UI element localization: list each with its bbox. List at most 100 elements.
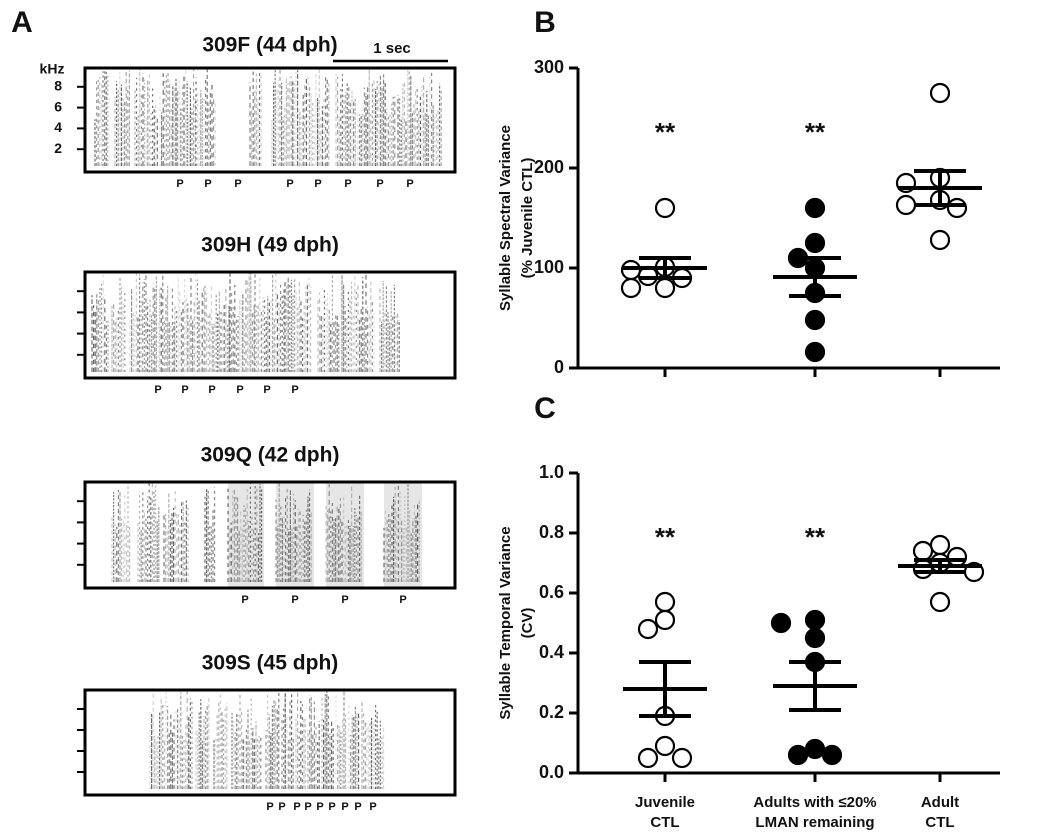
significance: ** bbox=[805, 117, 826, 147]
p-label: P bbox=[236, 384, 243, 396]
data-point bbox=[654, 735, 676, 757]
y-axis-label: (CV) bbox=[519, 608, 536, 639]
y-tick-label: 4 bbox=[54, 119, 62, 135]
p-label: P bbox=[328, 801, 335, 813]
p-label: P bbox=[208, 384, 215, 396]
x-tick-label: Adults with ≤20% bbox=[753, 794, 876, 811]
p-label: P bbox=[263, 384, 270, 396]
y-tick-label: 0.2 bbox=[539, 702, 564, 722]
y-tick-label: 0.6 bbox=[539, 582, 564, 602]
y-tick-label: 100 bbox=[534, 257, 564, 277]
data-point bbox=[946, 197, 968, 219]
p-label: P bbox=[278, 801, 285, 813]
p-label: P bbox=[376, 178, 383, 190]
p-label: P bbox=[341, 594, 348, 606]
spectrogram-title: 309H (49 dph) bbox=[201, 234, 339, 257]
significance: ** bbox=[805, 522, 826, 552]
p-label: P bbox=[406, 178, 413, 190]
spectrogram-frame bbox=[83, 480, 457, 590]
data-point bbox=[804, 609, 826, 631]
y-tick-label: 0.4 bbox=[539, 642, 564, 662]
y-axis-label: (% Juvenile CTL) bbox=[519, 158, 536, 279]
data-point bbox=[637, 618, 659, 640]
spectrogram-title: 309F (44 dph) bbox=[202, 34, 337, 57]
x-tick-label: Adult bbox=[921, 794, 959, 811]
y-tick-label: 8 bbox=[54, 78, 62, 94]
p-label: P bbox=[176, 178, 183, 190]
spectrogram-frame bbox=[83, 688, 457, 797]
data-point bbox=[654, 591, 676, 613]
y-tick-label: 6 bbox=[54, 98, 62, 114]
y-tick-label: 0.0 bbox=[539, 762, 564, 782]
x-tick-label: Juvenile bbox=[635, 794, 695, 811]
p-label: P bbox=[304, 801, 311, 813]
spectrogram-frame bbox=[83, 66, 457, 174]
data-point bbox=[637, 747, 659, 769]
data-point bbox=[770, 612, 792, 634]
significance: ** bbox=[655, 522, 676, 552]
data-point bbox=[895, 194, 917, 216]
y-tick-label: 2 bbox=[54, 140, 62, 156]
data-point bbox=[804, 197, 826, 219]
p-label: P bbox=[204, 178, 211, 190]
spectrogram-title: 309Q (42 dph) bbox=[201, 444, 340, 467]
p-label: P bbox=[369, 801, 376, 813]
data-point bbox=[804, 232, 826, 254]
x-tick-label: LMAN remaining bbox=[755, 814, 874, 831]
p-label: P bbox=[286, 178, 293, 190]
data-point bbox=[804, 309, 826, 331]
panel-label: C bbox=[534, 392, 556, 425]
spectrogram bbox=[111, 481, 422, 588]
spectrogram bbox=[149, 689, 385, 789]
data-point bbox=[946, 546, 968, 568]
x-tick-label: CTL bbox=[925, 814, 954, 831]
data-point bbox=[671, 747, 693, 769]
p-label: P bbox=[154, 384, 161, 396]
p-label: P bbox=[314, 178, 321, 190]
p-label: P bbox=[241, 594, 248, 606]
scale-bar-label: 1 sec bbox=[373, 40, 411, 57]
p-label: P bbox=[399, 594, 406, 606]
p-label: P bbox=[293, 801, 300, 813]
y-tick-label: 0 bbox=[554, 357, 564, 377]
data-point bbox=[912, 540, 934, 562]
p-label: P bbox=[234, 178, 241, 190]
data-point bbox=[912, 558, 934, 580]
p-label: P bbox=[291, 594, 298, 606]
p-label: P bbox=[341, 801, 348, 813]
x-tick-label: CTL bbox=[650, 814, 679, 831]
axis-unit: kHz bbox=[40, 61, 65, 77]
p-label: P bbox=[291, 384, 298, 396]
y-tick-label: 1.0 bbox=[539, 462, 564, 482]
data-point bbox=[821, 744, 843, 766]
panel-label: A bbox=[11, 6, 33, 39]
data-point bbox=[929, 534, 951, 556]
p-label: P bbox=[266, 801, 273, 813]
data-point bbox=[654, 609, 676, 631]
y-axis-label: Syllable Spectral Variance bbox=[497, 125, 514, 311]
data-point bbox=[620, 277, 642, 299]
p-label: P bbox=[181, 384, 188, 396]
data-point bbox=[929, 591, 951, 613]
p-label: P bbox=[344, 178, 351, 190]
p-label: P bbox=[316, 801, 323, 813]
y-tick-label: 200 bbox=[534, 157, 564, 177]
data-point bbox=[804, 738, 826, 760]
spectrogram-frame bbox=[83, 270, 457, 380]
data-point bbox=[654, 197, 676, 219]
data-point bbox=[929, 82, 951, 104]
data-point bbox=[804, 341, 826, 363]
p-label: P bbox=[354, 801, 361, 813]
data-point bbox=[929, 229, 951, 251]
panel-label: B bbox=[534, 6, 556, 39]
syllable-band bbox=[326, 482, 364, 588]
data-point bbox=[654, 277, 676, 299]
y-tick-label: 0.8 bbox=[539, 522, 564, 542]
spectrogram bbox=[94, 67, 442, 166]
spectrogram bbox=[91, 271, 400, 372]
y-axis-label: Syllable Temporal Variance bbox=[497, 526, 514, 719]
spectrogram-title: 309S (45 dph) bbox=[202, 652, 339, 675]
y-tick-label: 300 bbox=[534, 57, 564, 77]
